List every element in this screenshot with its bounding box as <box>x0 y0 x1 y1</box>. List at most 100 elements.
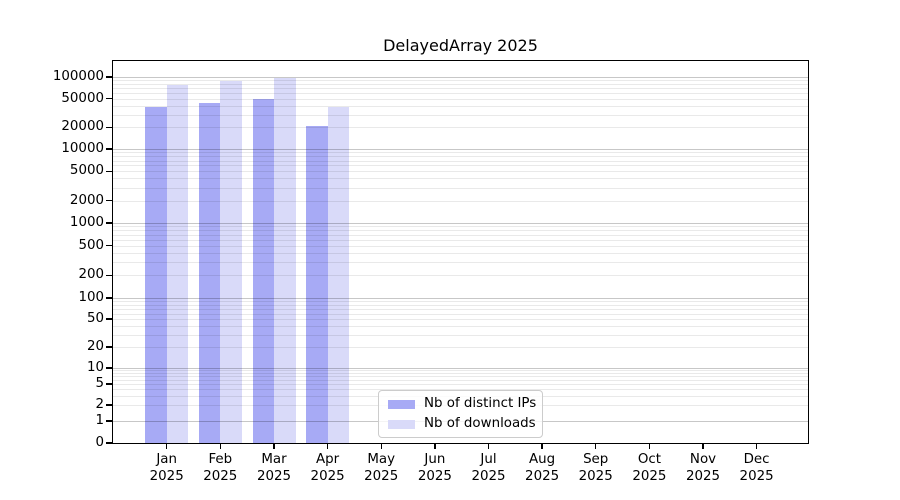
axis-spine <box>113 60 810 62</box>
x-tick-label: Jan 2025 <box>149 452 184 484</box>
gridline <box>113 301 808 303</box>
gridline <box>113 308 808 310</box>
y-tick-label: 50 <box>86 311 104 327</box>
gridline <box>113 245 808 247</box>
chart-title: DelayedArray 2025 <box>383 36 538 55</box>
gridline <box>113 160 808 162</box>
gridline <box>113 98 808 100</box>
y-tick-mark <box>106 442 112 444</box>
legend-label: Nb of downloads <box>424 416 536 431</box>
y-tick-label: 5 <box>95 376 104 391</box>
y-tick-mark <box>106 200 112 202</box>
gridline <box>113 370 808 372</box>
y-tick-mark <box>106 420 112 422</box>
gridline <box>113 84 808 85</box>
y-tick-label: 500 <box>78 237 104 253</box>
x-tick-mark <box>595 444 597 449</box>
gridline <box>113 325 808 327</box>
gridline <box>113 252 808 254</box>
gridline <box>113 298 808 299</box>
x-tick-label: Aug 2025 <box>525 452 560 484</box>
x-tick-label: Oct 2025 <box>632 452 667 484</box>
y-tick-mark <box>106 274 112 277</box>
y-tick-mark <box>106 404 112 406</box>
gridline <box>113 230 808 232</box>
y-tick-mark <box>106 244 112 247</box>
gridline <box>113 93 808 94</box>
y-tick-mark <box>106 318 112 320</box>
y-tick-label: 2000 <box>69 192 104 208</box>
gridline <box>113 226 808 228</box>
gridline <box>113 262 808 264</box>
bar-downloads <box>274 78 296 443</box>
gridline <box>113 275 808 277</box>
x-tick-label: Jul 2025 <box>471 452 506 484</box>
bar-downloads <box>327 107 350 443</box>
x-tick-label: Sep 2025 <box>578 452 613 484</box>
gridline <box>113 313 808 315</box>
gridline <box>113 379 808 381</box>
x-tick-mark <box>166 444 168 449</box>
plot-area <box>113 61 808 443</box>
y-tick-label: 2 <box>95 397 104 412</box>
gridline <box>113 156 808 158</box>
legend: Nb of distinct IPs Nb of downloads <box>378 390 543 438</box>
x-tick-mark <box>541 444 543 449</box>
gridline <box>113 389 808 391</box>
gridline <box>113 88 808 90</box>
x-tick-label: Feb 2025 <box>203 452 238 484</box>
legend-item-downloads: Nb of downloads <box>388 416 536 432</box>
gridline <box>113 171 808 173</box>
y-tick-mark <box>106 222 112 224</box>
x-tick-mark <box>487 444 490 449</box>
x-tick-mark <box>273 444 275 449</box>
y-tick-label: 0 <box>95 435 104 450</box>
x-tick-label: Apr 2025 <box>310 452 345 484</box>
x-tick-mark <box>434 444 436 449</box>
y-tick-label: 20 <box>86 338 104 354</box>
y-tick-label: 100 <box>78 290 104 305</box>
y-tick-mark <box>106 76 112 78</box>
gridline <box>113 373 808 375</box>
y-tick-mark <box>106 346 112 348</box>
y-tick-mark <box>106 383 112 385</box>
gridline <box>113 114 808 116</box>
y-tick-label: 5000 <box>69 163 104 179</box>
y-tick-mark <box>106 98 112 100</box>
x-tick-label: Dec 2025 <box>739 452 774 484</box>
x-tick-label: May 2025 <box>364 452 399 484</box>
x-tick-label: Jun 2025 <box>417 452 452 484</box>
y-tick-label: 50000 <box>61 90 104 106</box>
x-tick-label: Mar 2025 <box>256 452 292 484</box>
axis-spine <box>808 60 810 445</box>
gridline <box>113 334 808 336</box>
y-tick-label: 100000 <box>52 69 104 84</box>
bar-distinct-ips <box>145 107 167 443</box>
y-tick-mark <box>106 126 112 128</box>
gridline <box>113 77 808 78</box>
gridline <box>113 187 808 189</box>
gridline <box>113 319 808 321</box>
y-tick-mark <box>106 148 112 150</box>
gridline <box>113 384 808 385</box>
gridline <box>113 105 808 107</box>
gridline <box>113 152 808 154</box>
y-tick-label: 200 <box>78 267 104 283</box>
gridline <box>113 239 808 241</box>
gridline <box>113 149 808 150</box>
gridline <box>113 234 808 236</box>
y-tick-label: 20000 <box>61 119 104 135</box>
bar-distinct-ips <box>252 99 274 443</box>
y-tick-label: 10000 <box>61 141 104 156</box>
y-tick-label: 10 <box>86 360 104 375</box>
gridline <box>113 304 808 306</box>
distinct-ips-swatch <box>388 399 415 409</box>
x-tick-mark <box>380 444 382 449</box>
bar-downloads <box>220 81 242 443</box>
y-tick-label: 1 <box>95 413 104 428</box>
x-tick-mark <box>648 444 651 449</box>
x-tick-mark <box>755 444 758 449</box>
gridline <box>113 178 808 180</box>
gridline <box>113 376 808 378</box>
